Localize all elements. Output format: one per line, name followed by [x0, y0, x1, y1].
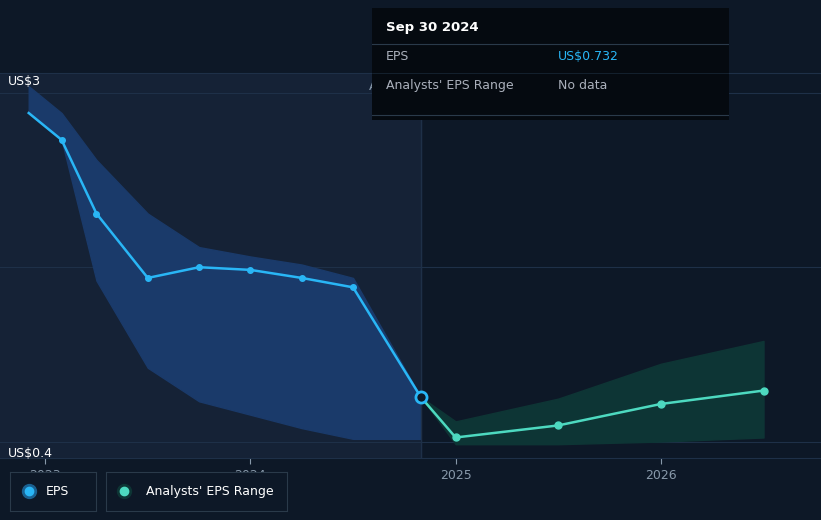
- Text: Analysts' EPS Range: Analysts' EPS Range: [386, 80, 514, 93]
- Text: EPS: EPS: [386, 50, 410, 63]
- Text: Actual: Actual: [369, 80, 409, 93]
- Text: Analysts' EPS Range: Analysts' EPS Range: [145, 485, 273, 498]
- Text: US$3: US$3: [8, 74, 41, 87]
- Text: US$0.4: US$0.4: [8, 447, 53, 460]
- Bar: [0, 73, 420, 458]
- Text: EPS: EPS: [46, 485, 70, 498]
- Text: US$0.732: US$0.732: [557, 50, 618, 63]
- Text: Sep 30 2024: Sep 30 2024: [386, 21, 479, 34]
- Text: No data: No data: [557, 80, 607, 93]
- Text: Analysts Forecasts: Analysts Forecasts: [433, 80, 549, 93]
